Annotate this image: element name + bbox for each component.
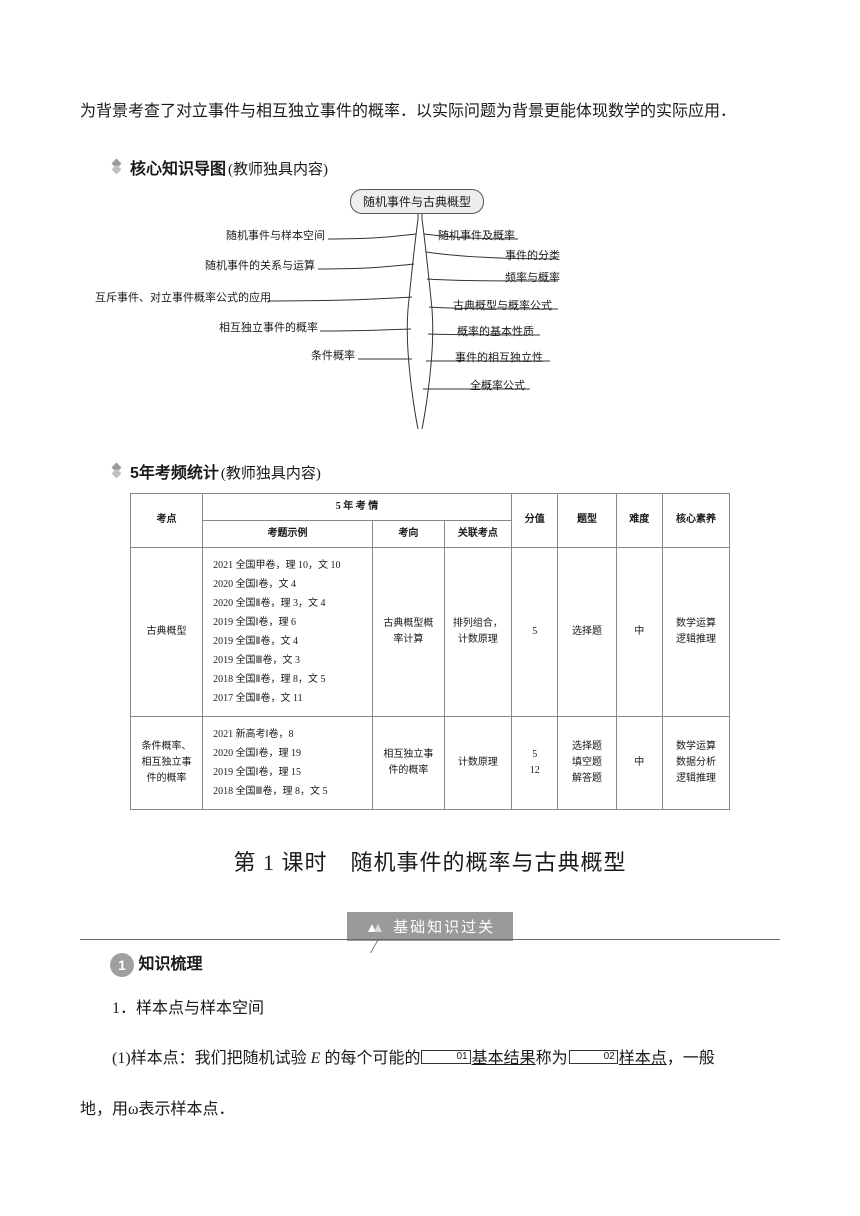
th-direction: 考向 [372, 520, 444, 547]
t: 称为 [536, 1050, 568, 1067]
cell-examples: 2021 新高考Ⅰ卷，8 2020 全国Ⅰ卷，理 19 2019 全国Ⅰ卷，理 … [203, 716, 373, 809]
cell-direction: 相互独立事件的概率 [372, 716, 444, 809]
triangle-icon [365, 922, 383, 934]
mm-left-4: 条件概率 [170, 347, 355, 363]
cell-direction: 古典概型概率计算 [372, 547, 444, 716]
section-mindmap-title: 核心知识导图 (教师独具内容) [110, 155, 780, 179]
cell-related: 排列组合，计数原理 [444, 547, 511, 716]
banner: 基础知识过关 [80, 912, 780, 940]
u: 样本点 [619, 1050, 667, 1067]
diamond-icon [110, 160, 124, 174]
mm-right-5: 事件的相互独立性 [455, 349, 543, 365]
lesson-title: 第 1 课时 随机事件的概率与古典概型 [80, 845, 780, 877]
cell-score: 5 12 [511, 716, 557, 809]
cell-topic: 条件概率、相互独立事件的概率 [131, 716, 203, 809]
th-situation: 5 年 考 情 [203, 493, 512, 520]
intro-paragraph: 为背景考查了对立事件与相互独立事件的概率．以实际问题为背景更能体现数学的实际应用… [80, 90, 780, 135]
subheading: 1 知识梳理 [110, 950, 780, 977]
subheading-text: 知识梳理 [138, 956, 202, 973]
mm-left-0: 随机事件与样本空间 [170, 227, 325, 243]
mm-right-0: 随机事件及概率 [438, 227, 515, 243]
table-row: 条件概率、相互独立事件的概率 2021 新高考Ⅰ卷，8 2020 全国Ⅰ卷，理 … [131, 716, 730, 809]
exam-frequency-table: 考点 5 年 考 情 分值 题型 难度 核心素养 考题示例 考向 关联考点 古典… [130, 493, 730, 810]
mm-left-1: 随机事件的关系与运算 [170, 257, 315, 273]
teacher-note: (教师独具内容) [228, 158, 328, 179]
mm-right-1: 事件的分类 [505, 247, 560, 263]
freq-title: 5年考频统计 [130, 459, 219, 483]
boxnum-icon: 01 [421, 1050, 470, 1064]
mindmap-root: 随机事件与古典概型 [350, 189, 484, 214]
circle-number-icon: 1 [110, 953, 134, 977]
banner-text: 基础知识过关 [393, 919, 495, 936]
cell-examples: 2021 全国甲卷，理 10，文 10 2020 全国Ⅰ卷，文 4 2020 全… [203, 547, 373, 716]
mm-left-2: 互斥事件、对立事件概率公式的应用 [95, 289, 265, 305]
cell-score: 5 [511, 547, 557, 716]
diamond-icon [110, 464, 124, 478]
point1-body: (1)样本点：我们把随机试验 E 的每个可能的01基本结果称为02样本点，一般 [80, 1037, 780, 1082]
cell-diff: 中 [616, 716, 662, 809]
t: (1)样本点：我们把随机试验 [112, 1050, 311, 1067]
th-score: 分值 [511, 493, 557, 547]
cell-lit: 数学运算 数据分析 逻辑推理 [663, 716, 730, 809]
cell-topic: 古典概型 [131, 547, 203, 716]
point1-line2: 地，用ω表示样本点． [80, 1088, 780, 1133]
mindmap: 随机事件与古典概型 随机事件与样本空间 随机事件的关系与运算 互斥事件、对立事件… [170, 189, 690, 439]
cell-related: 计数原理 [444, 716, 511, 809]
section-freq-title: 5年考频统计 (教师独具内容) [110, 459, 780, 483]
teacher-note-2: (教师独具内容) [221, 462, 321, 483]
cell-lit: 数学运算 逻辑推理 [663, 547, 730, 716]
u: 基本结果 [472, 1050, 536, 1067]
th-topic: 考点 [131, 493, 203, 547]
mm-right-4: 概率的基本性质 [457, 323, 534, 339]
mm-right-2: 频率与概率 [505, 269, 560, 285]
math-E: E [311, 1050, 321, 1067]
th-lit: 核心素养 [663, 493, 730, 547]
th-examples: 考题示例 [203, 520, 373, 547]
th-related: 关联考点 [444, 520, 511, 547]
mm-right-6: 全概率公式 [470, 377, 525, 393]
t: 的每个可能的 [320, 1050, 420, 1067]
banner-line [80, 939, 780, 940]
th-qtype: 题型 [558, 493, 616, 547]
t: ，一般 [667, 1050, 715, 1067]
boxnum-icon: 02 [569, 1050, 618, 1064]
cell-qtype: 选择题 [558, 547, 616, 716]
table-row: 古典概型 2021 全国甲卷，理 10，文 10 2020 全国Ⅰ卷，文 4 2… [131, 547, 730, 716]
mm-left-3: 相互独立事件的概率 [170, 319, 318, 335]
mindmap-title: 核心知识导图 [130, 155, 226, 179]
cell-qtype: 选择题 填空题 解答题 [558, 716, 616, 809]
point1-title: 1．样本点与样本空间 [80, 987, 780, 1032]
th-diff: 难度 [616, 493, 662, 547]
mm-right-3: 古典概型与概率公式 [453, 297, 552, 313]
cell-diff: 中 [616, 547, 662, 716]
